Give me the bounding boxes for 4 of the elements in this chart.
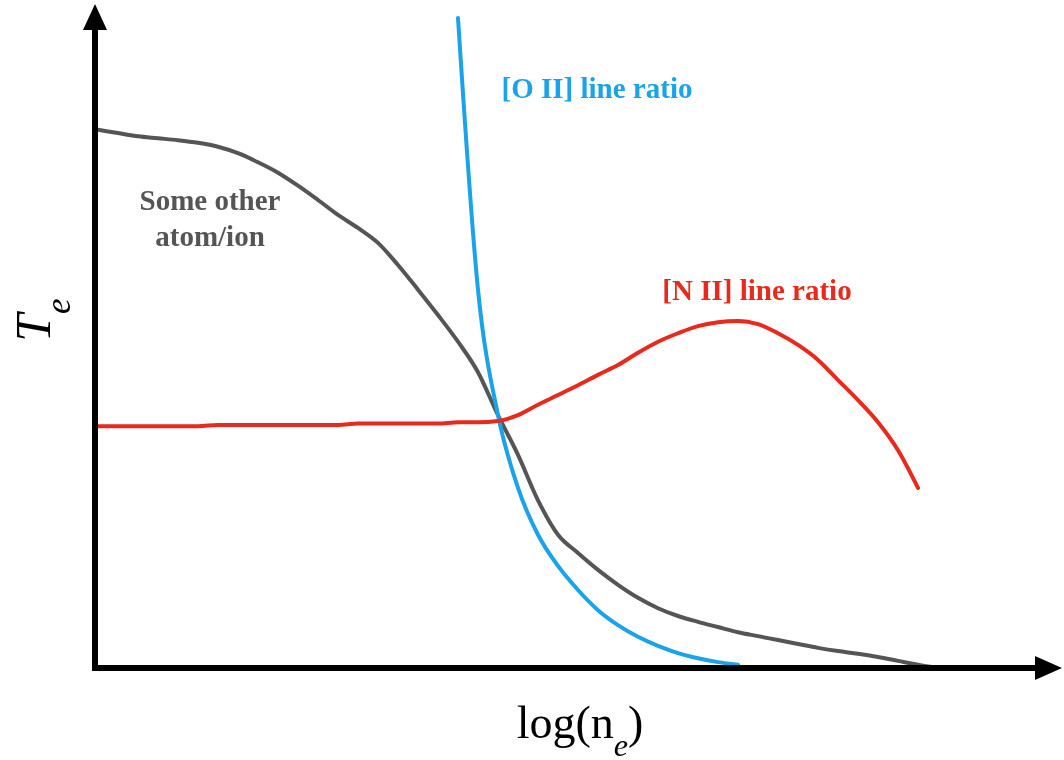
series-label: [N II] line ratio [662, 274, 852, 306]
x-axis-title: log(n$_{e}$) [516, 697, 644, 760]
series-label: Some other atom/ion [139, 184, 281, 252]
series-label: [O II] line ratio [501, 72, 693, 104]
